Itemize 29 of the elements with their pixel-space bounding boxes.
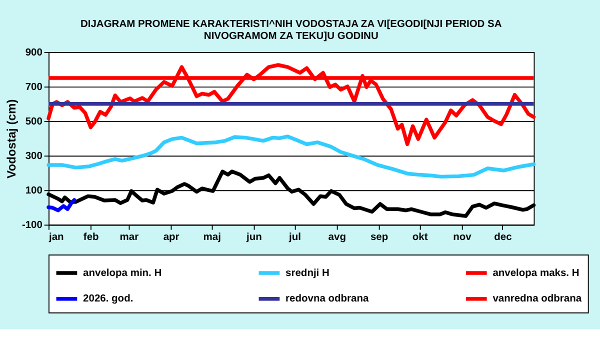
legend-label: srednji H — [286, 268, 330, 279]
y-axis-title: Vodostaj (cm) — [4, 99, 18, 178]
x-tick-label: okt — [412, 232, 428, 244]
x-tick-label: avg — [328, 232, 346, 244]
x-tick-label: dec — [494, 232, 512, 244]
x-tick-label: maj — [203, 232, 222, 244]
x-tick-label: jun — [246, 232, 262, 244]
y-tick-label: 700 — [25, 82, 43, 93]
legend-label: vanredna odbrana — [492, 294, 582, 305]
legend-label: anvelopa min. H — [83, 268, 162, 279]
x-tick-label: nov — [453, 232, 472, 244]
y-tick-label: 500 — [25, 116, 43, 128]
y-tick-label: 300 — [25, 150, 43, 162]
legend-label: redovna odbrana — [286, 294, 369, 305]
x-tick-label: jul — [288, 232, 302, 244]
line-series — [46, 134, 536, 179]
y-tick-label: 100 — [25, 185, 43, 196]
chart-title: DIJAGRAM PROMENE KARAKTERISTI^NIH VODOSTAJA ZA VI[EGODI[NJI PERIOD SA NIVOGRAMOM ZA TEKU]U GODINU — [80, 18, 502, 42]
x-tick-label: sep — [370, 232, 388, 244]
line-series — [46, 63, 536, 146]
y-tick-label: 900 — [25, 47, 43, 58]
x-tick-label: jan — [48, 232, 64, 244]
x-tick-label: mar — [120, 232, 139, 244]
legend-label: anvelopa maks. H — [492, 268, 580, 279]
line-series — [46, 198, 76, 212]
y-tick-label: -100 — [22, 220, 43, 231]
x-tick-label: feb — [83, 232, 99, 244]
x-tick-label: apr — [163, 232, 180, 244]
legend-label: 2026. god. — [83, 294, 134, 305]
